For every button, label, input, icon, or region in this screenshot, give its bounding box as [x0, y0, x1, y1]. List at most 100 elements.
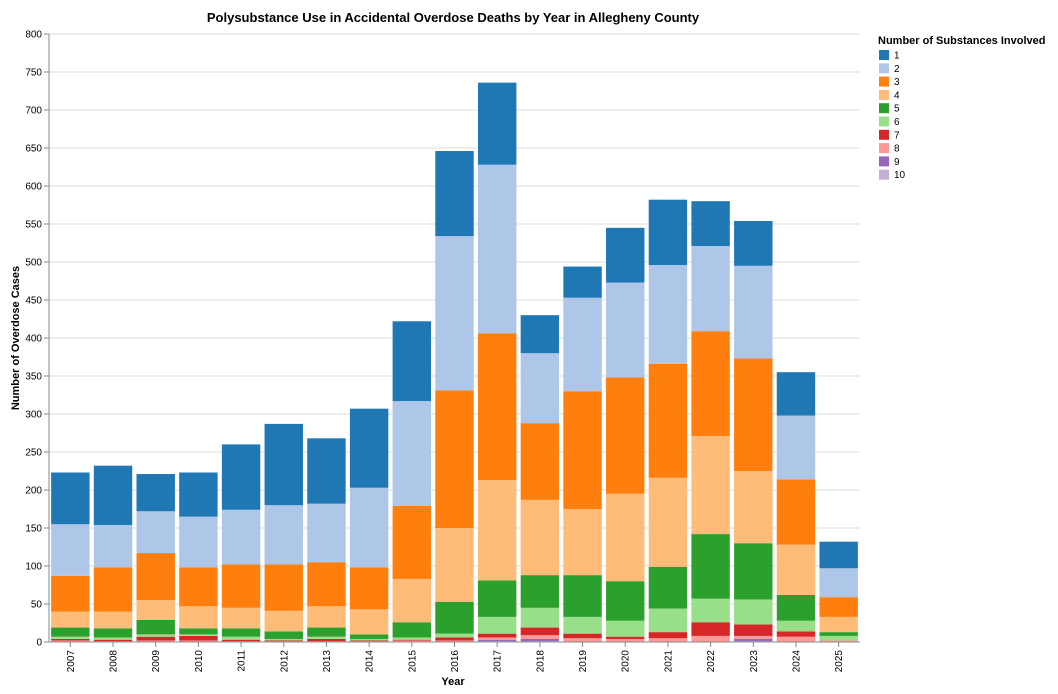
bar-2011-substances-1 [222, 444, 260, 509]
bar-2013-substances-2 [307, 504, 345, 563]
bar-2018-substances-1 [521, 315, 559, 353]
x-tick-label: 2019 [578, 650, 589, 673]
y-tick-label: 500 [25, 258, 42, 269]
x-tick-label: 2010 [194, 650, 205, 673]
bar-2009-substances-3 [137, 553, 175, 600]
bar-2010-substances-7 [179, 636, 217, 641]
y-tick-label: 0 [36, 638, 42, 649]
bar-2021-substances-6 [649, 609, 687, 633]
bar-2022-substances-8 [691, 636, 729, 642]
y-tick-label: 200 [25, 486, 42, 497]
bar-2011-substances-2 [222, 510, 260, 565]
bar-2007-substances-5 [51, 628, 89, 637]
bar-2015-substances-4 [393, 579, 431, 622]
bar-2015-substances-7 [393, 640, 431, 641]
chart-title: Polysubstance Use in Accidental Overdose… [207, 10, 700, 25]
x-tick-label: 2016 [450, 650, 461, 673]
bar-2025-substances-3 [819, 597, 857, 617]
stacked-bar-chart: Polysubstance Use in Accidental Overdose… [0, 0, 1058, 694]
bar-2012-substances-5 [265, 631, 303, 639]
bar-2009-substances-6 [137, 634, 175, 636]
bar-2018-substances-3 [521, 423, 559, 500]
bar-2013-substances-3 [307, 562, 345, 606]
x-tick-label: 2018 [535, 650, 546, 673]
y-tick-label: 550 [25, 220, 42, 231]
y-tick-label: 400 [25, 334, 42, 345]
legend-label-4: 4 [894, 90, 900, 101]
bar-2013-substances-4 [307, 606, 345, 627]
x-tick-label: 2009 [151, 650, 162, 673]
bar-2011-substances-3 [222, 564, 260, 607]
bar-2013-substances-5 [307, 628, 345, 637]
x-tick-label: 2013 [322, 650, 333, 673]
bar-2008-substances-3 [94, 568, 132, 612]
bar-2019-substances-5 [563, 575, 601, 617]
bar-2009-substances-2 [137, 511, 175, 553]
y-tick-label: 50 [31, 600, 43, 611]
bar-2022-substances-1 [691, 201, 729, 246]
bar-2020-substances-3 [606, 378, 644, 494]
x-tick-label: 2022 [706, 650, 717, 673]
bar-2007-substances-1 [51, 473, 89, 525]
legend-label-8: 8 [894, 144, 900, 155]
bar-2020-substances-7 [606, 637, 644, 639]
bar-2022-substances-4 [691, 436, 729, 534]
legend-label-6: 6 [894, 117, 900, 128]
bar-2018-substances-5 [521, 575, 559, 608]
bar-2014-substances-5 [350, 634, 388, 639]
bar-2019-substances-4 [563, 509, 601, 575]
bar-2021-substances-7 [649, 632, 687, 638]
bar-2024-substances-5 [777, 595, 815, 621]
bar-2024-substances-7 [777, 631, 815, 636]
y-tick-label: 450 [25, 296, 42, 307]
bar-2021-substances-3 [649, 364, 687, 478]
bar-2011-substances-5 [222, 628, 260, 636]
bar-2023-substances-2 [734, 266, 772, 359]
bar-2008-substances-4 [94, 612, 132, 629]
bar-2020-substances-5 [606, 581, 644, 621]
bar-2023-substances-9 [734, 639, 772, 641]
bar-2023-substances-5 [734, 543, 772, 599]
bar-2017-substances-6 [478, 617, 516, 634]
bar-2013-substances-1 [307, 438, 345, 503]
bar-2015-substances-6 [393, 637, 431, 639]
bar-2019-substances-7 [563, 634, 601, 639]
legend-title: Number of Substances Involved [878, 35, 1045, 47]
bar-2022-substances-5 [691, 534, 729, 599]
bar-2007-substances-7 [51, 639, 89, 641]
bar-2016-substances-7 [435, 637, 473, 640]
bar-2014-substances-1 [350, 409, 388, 488]
legend-swatch-7 [879, 130, 889, 140]
legend-swatch-3 [879, 77, 889, 87]
bar-2021-substances-4 [649, 478, 687, 567]
bar-2009-substances-4 [137, 600, 175, 620]
bar-2012-substances-7 [265, 640, 303, 641]
y-tick-label: 250 [25, 448, 42, 459]
legend-swatch-9 [879, 156, 889, 166]
bar-2015-substances-3 [393, 506, 431, 579]
bar-2017-substances-7 [478, 634, 516, 638]
legend-swatch-8 [879, 143, 889, 153]
bar-2021-substances-1 [649, 200, 687, 265]
bar-2024-substances-4 [777, 545, 815, 595]
bar-2022-substances-3 [691, 331, 729, 436]
x-tick-label: 2024 [791, 650, 802, 673]
bar-2023-substances-4 [734, 471, 772, 543]
bar-2012-substances-4 [265, 611, 303, 632]
bar-2010-substances-3 [179, 568, 217, 607]
bar-2024-substances-2 [777, 416, 815, 480]
bar-2013-substances-7 [307, 639, 345, 641]
bar-2011-substances-4 [222, 608, 260, 629]
legend-swatch-2 [879, 63, 889, 73]
legend-label-2: 2 [894, 64, 900, 75]
bar-2024-substances-6 [777, 621, 815, 632]
bar-2010-substances-4 [179, 606, 217, 628]
bar-2016-substances-1 [435, 151, 473, 236]
bar-2022-substances-6 [691, 599, 729, 623]
bar-2017-substances-4 [478, 480, 516, 580]
bar-2009-substances-5 [137, 620, 175, 634]
bar-2012-substances-2 [265, 505, 303, 564]
bar-2017-substances-3 [478, 333, 516, 480]
y-tick-label: 150 [25, 524, 42, 535]
x-axis-title: Year [441, 676, 465, 688]
